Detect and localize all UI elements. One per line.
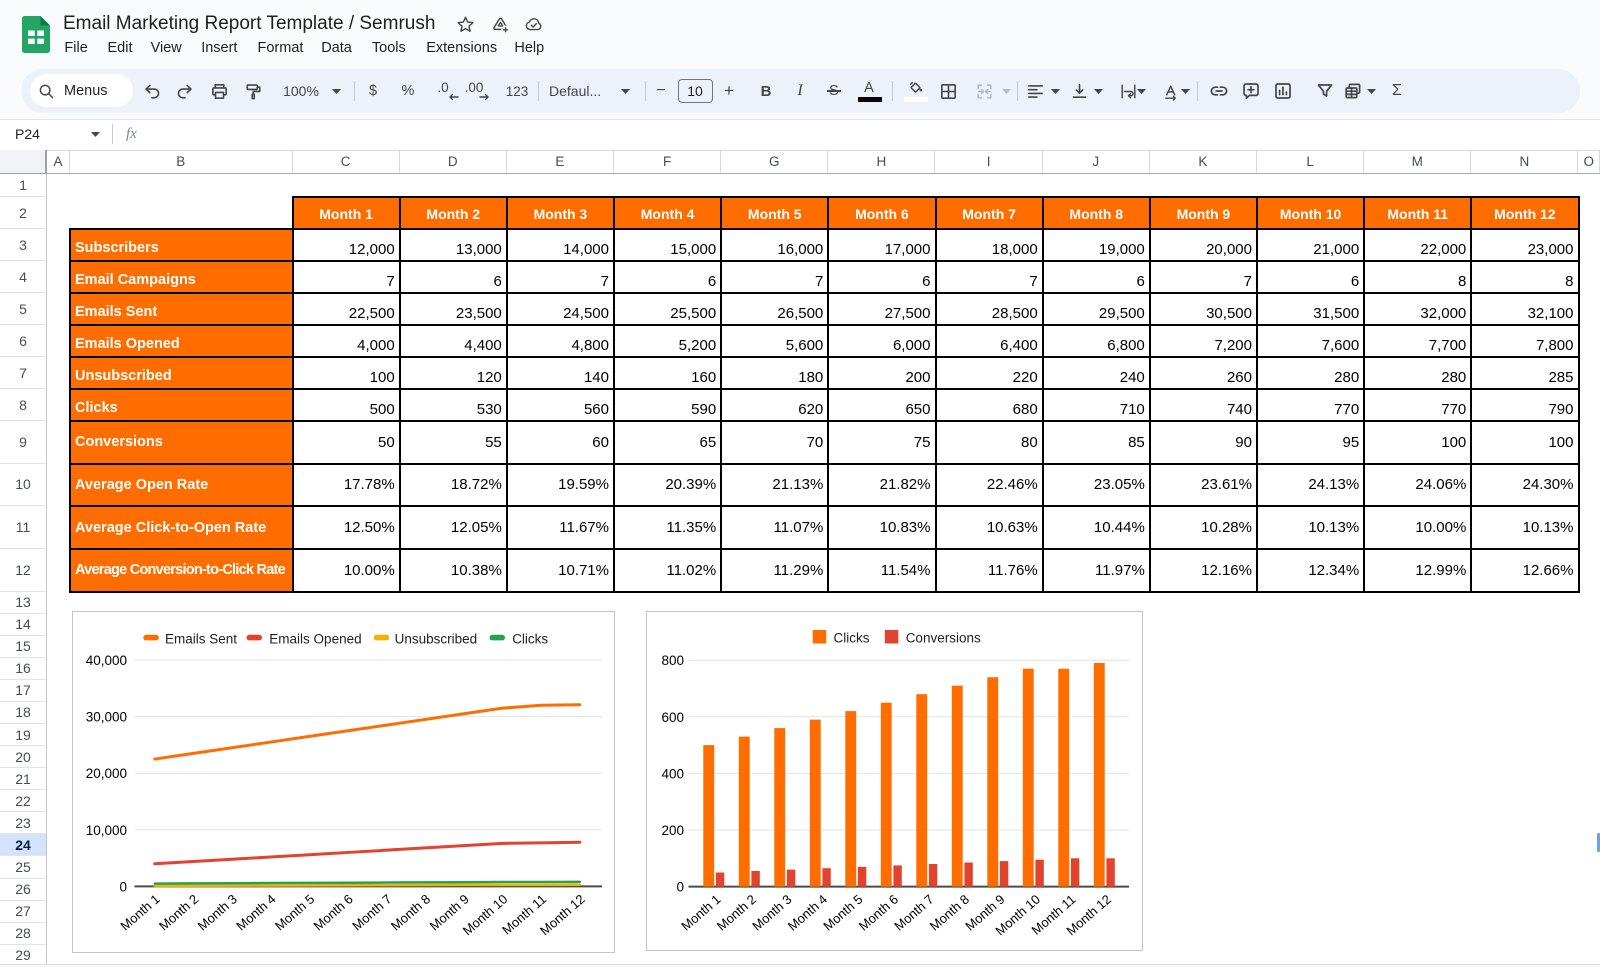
svg-text:0: 0 [119, 879, 127, 894]
svg-text:200: 200 [661, 823, 684, 838]
svg-text:600: 600 [661, 710, 684, 725]
svg-text:Emails Opened: Emails Opened [269, 631, 361, 646]
svg-text:30,000: 30,000 [85, 710, 126, 725]
svg-text:20,000: 20,000 [85, 766, 126, 781]
svg-text:0: 0 [676, 880, 684, 895]
svg-text:Emails Sent: Emails Sent [165, 631, 237, 646]
svg-text:400: 400 [661, 766, 684, 781]
svg-text:800: 800 [661, 653, 684, 668]
svg-text:Clicks: Clicks [833, 631, 869, 646]
svg-text:Conversions: Conversions [905, 631, 980, 646]
svg-text:40,000: 40,000 [85, 653, 126, 668]
svg-text:10,000: 10,000 [85, 823, 126, 838]
svg-text:Clicks: Clicks [512, 631, 548, 646]
svg-text:Unsubscribed: Unsubscribed [394, 631, 477, 646]
